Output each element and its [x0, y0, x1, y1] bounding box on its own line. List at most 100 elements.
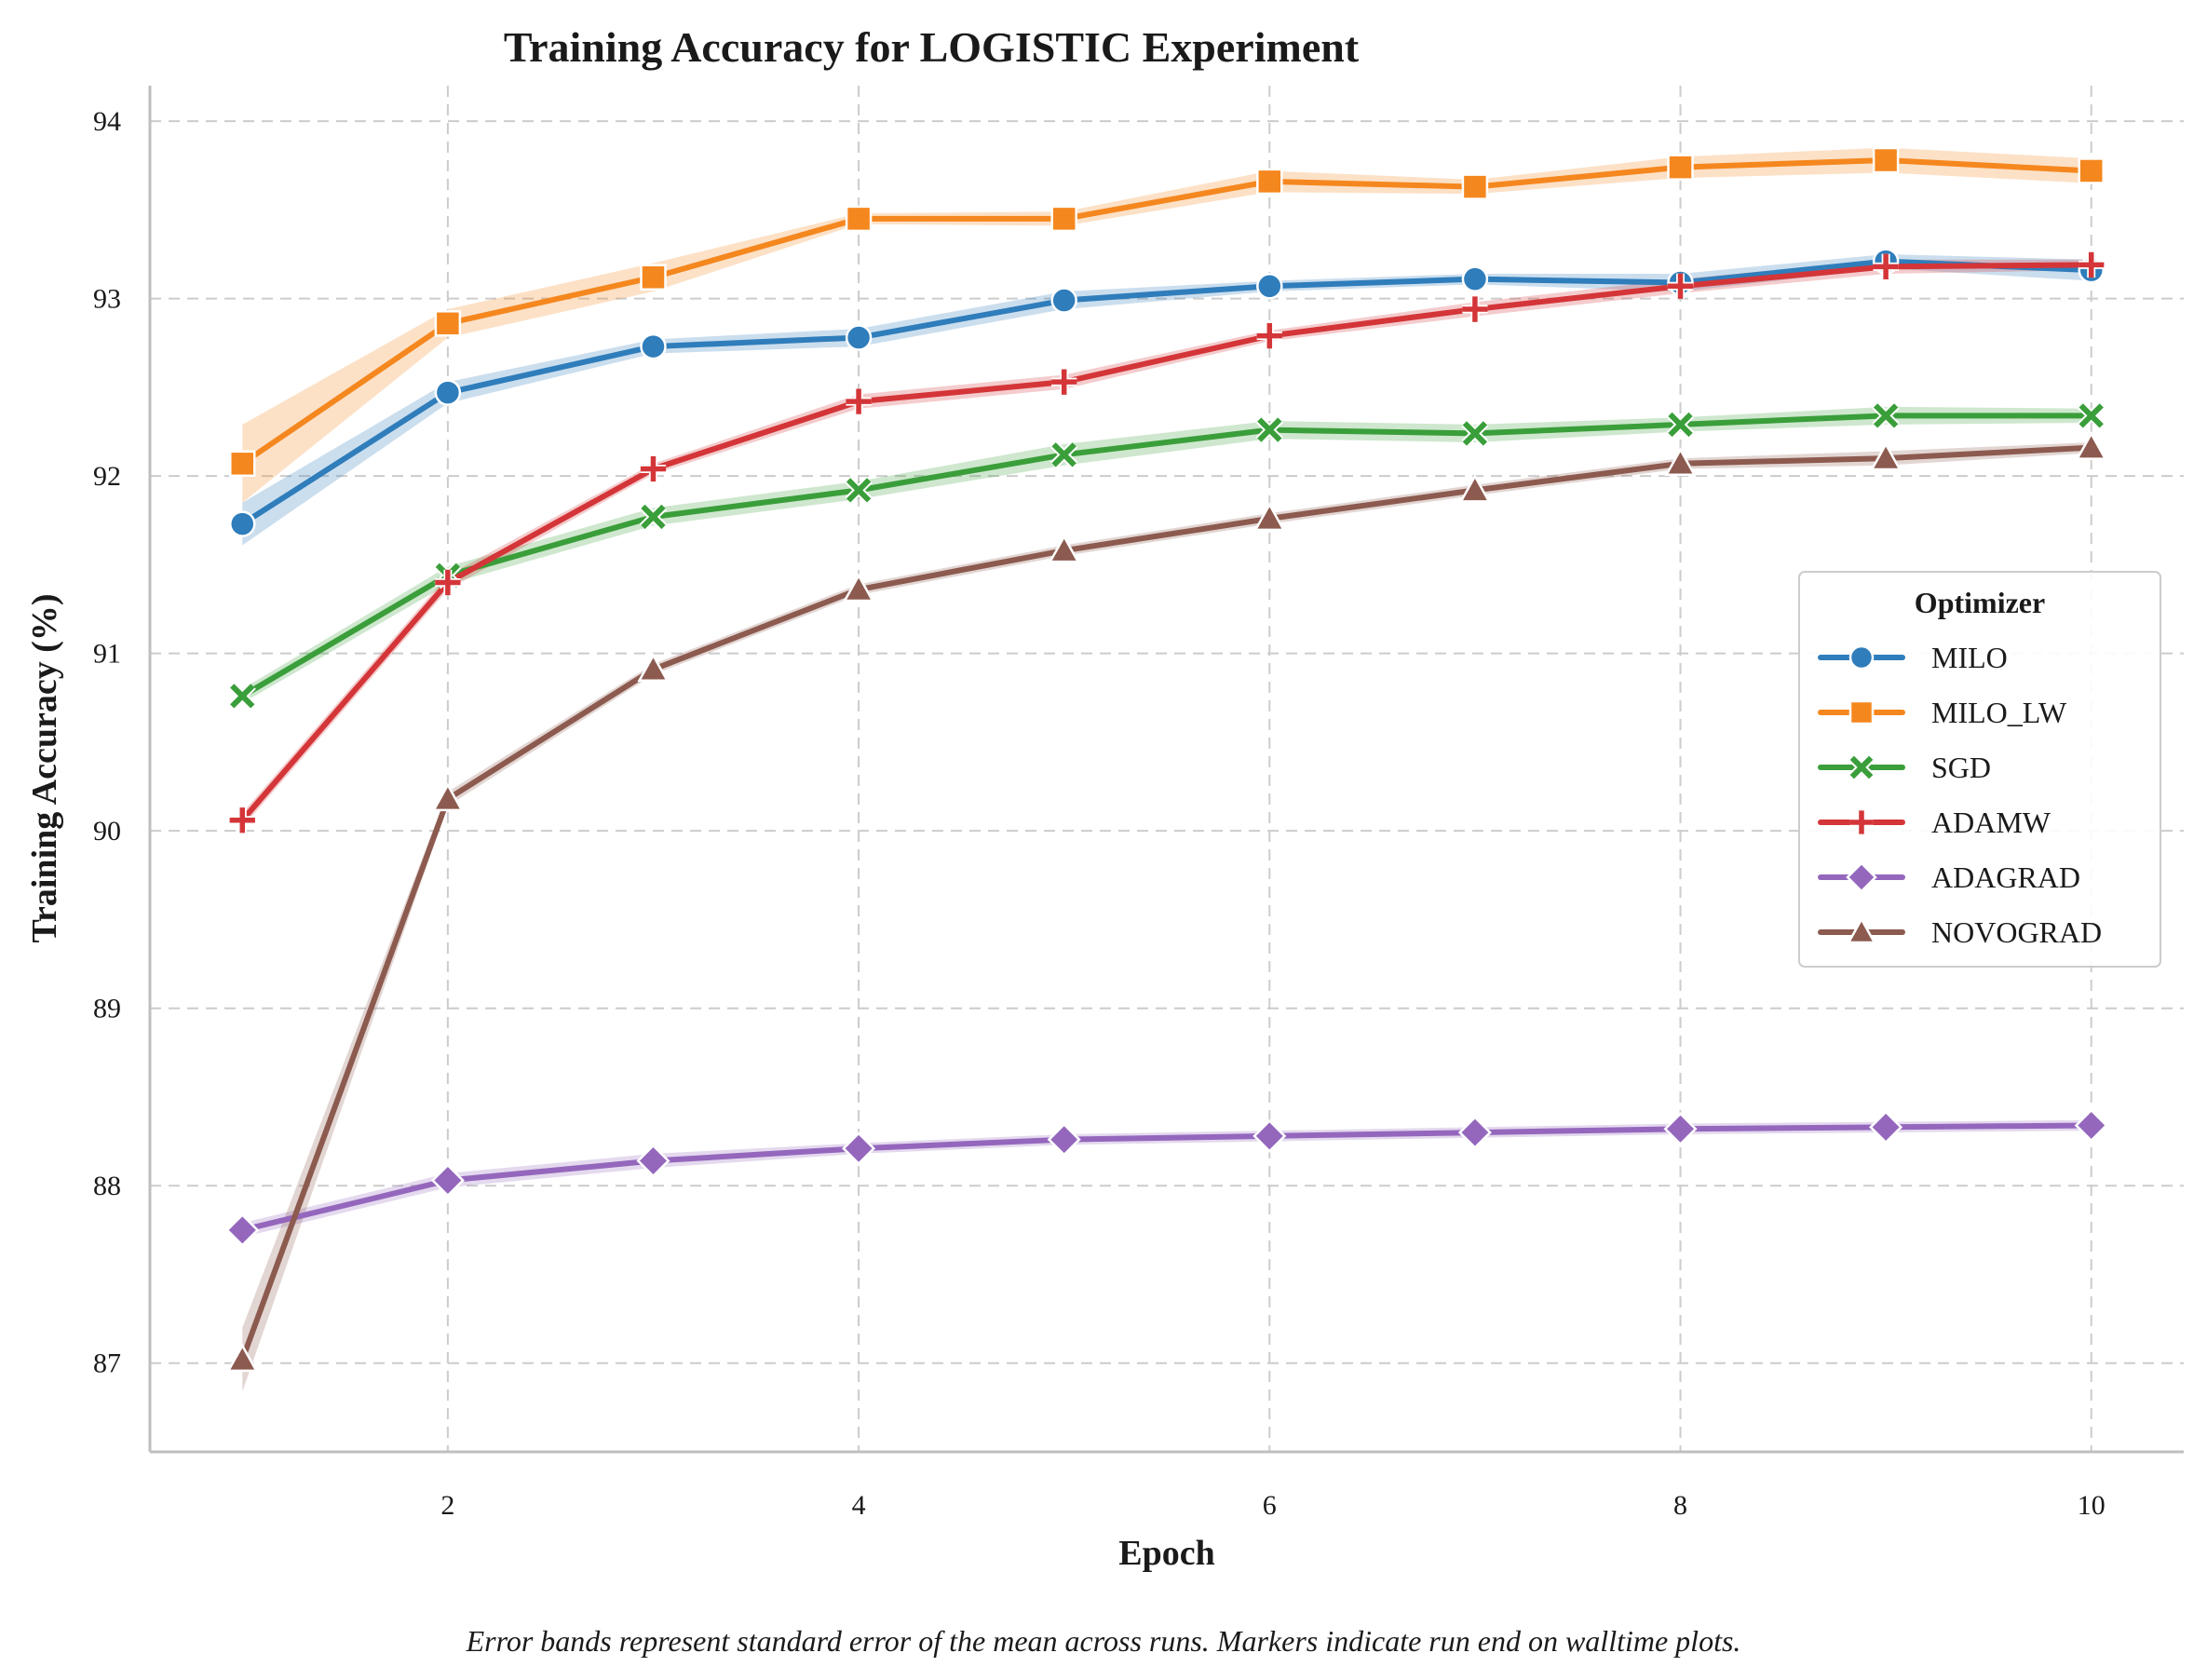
x-tick-label: 2: [440, 1490, 454, 1521]
y-tick-label: 92: [93, 461, 121, 492]
milo-point: [229, 510, 256, 537]
legend-label: NOVOGRAD: [1931, 915, 2102, 949]
y-tick-label: 87: [93, 1348, 121, 1379]
sgd-point: [1872, 401, 1900, 429]
novograd-point: [1253, 502, 1286, 532]
x-tick-label: 10: [2078, 1490, 2105, 1521]
adagrad-point: [1663, 1112, 1698, 1146]
error-bands: [242, 147, 2092, 1392]
legend-marker-swatch: [1846, 861, 1877, 893]
adamw-point: [1256, 322, 1282, 349]
milo-lw-point: [229, 450, 256, 478]
adagrad-point: [636, 1144, 670, 1178]
milo-point: [1461, 265, 1489, 292]
adamw-point: [1462, 296, 1488, 322]
milo-line: [239, 258, 2094, 527]
adagrad-point: [225, 1213, 260, 1247]
legend-marker-swatch: [1849, 810, 1874, 834]
milo-point: [434, 379, 462, 406]
y-tick-label: 94: [93, 106, 121, 137]
sgd-line: [239, 413, 2094, 699]
milo-lw-point: [1256, 168, 1283, 196]
adagrad-point: [1869, 1110, 1903, 1145]
adamw-point: [846, 388, 872, 414]
adagrad-point: [1047, 1122, 1081, 1157]
milo-lw-point: [1050, 205, 1077, 233]
sgd-point: [2078, 401, 2105, 429]
milo-lw-point: [640, 264, 667, 291]
tick-labels: 2 4 6 8 10 87 88 89 90 91 92 93 94: [93, 106, 2105, 1521]
legend-entry-novograd: NOVOGRAD: [1818, 915, 2102, 949]
novograd-point: [1870, 441, 1902, 471]
milo-lw-point: [1461, 173, 1489, 200]
legend-marker-swatch: [1848, 644, 1875, 671]
legend-label: ADAGRAD: [1931, 860, 2080, 894]
novograd-point: [843, 573, 875, 603]
x-tick-label: 8: [1673, 1490, 1687, 1521]
series-markers: [225, 146, 2108, 1373]
milo-lw-point: [434, 310, 462, 337]
milo-point: [1050, 287, 1077, 314]
x-tick-label: 6: [1263, 1490, 1277, 1521]
adagrad-point: [1457, 1116, 1492, 1150]
y-tick-label: 93: [93, 284, 121, 315]
milo-lw-line: [239, 157, 2094, 467]
sgd-point: [228, 682, 256, 710]
adamw-point: [1667, 273, 1694, 299]
adamw-line: [239, 262, 2094, 823]
y-tick-label: 91: [93, 639, 121, 670]
novograd-point: [1458, 473, 1491, 503]
x-axis-label: Epoch: [1118, 1534, 1214, 1573]
legend-box: [1798, 571, 2161, 968]
adamw-point: [640, 455, 667, 482]
legend-label: MILO_LW: [1931, 696, 2067, 729]
adamw-point: [1051, 369, 1077, 395]
milo-point: [640, 332, 667, 360]
legend-marker-swatch: [1847, 916, 1876, 944]
novograd-point: [431, 782, 464, 812]
adagrad-point: [2074, 1108, 2108, 1143]
legend-entry-milo: MILO: [1818, 641, 2008, 674]
sgd-point: [1050, 440, 1078, 468]
y-axis-label: Training Accuracy (%): [25, 593, 64, 942]
series-lines: [239, 157, 2094, 1362]
legend-label: ADAMW: [1931, 806, 2051, 839]
milo-point: [1256, 273, 1283, 300]
y-tick-label: 88: [93, 1171, 121, 1201]
novograd-point: [1048, 534, 1080, 563]
legend-entries: MILO MILO_LW SGD ADAMW ADAGRAD NOVOGRAD: [1818, 641, 2102, 949]
legend-entry-adagrad: ADAGRAD: [1818, 860, 2080, 894]
legend-marker-swatch: [1848, 754, 1875, 780]
legend-label: MILO: [1931, 641, 2008, 674]
sgd-point: [845, 476, 873, 504]
novograd-line: [239, 444, 2094, 1362]
legend-title: Optimizer: [1915, 586, 2045, 619]
milo-lw-point: [2078, 157, 2105, 184]
legend: Optimizer MILO MILO_LW SGD ADAMW ADAGRAD NOVO…: [1798, 571, 2161, 968]
novograd-point: [1664, 447, 1697, 477]
adamw-point: [229, 807, 255, 833]
legend-marker-swatch: [1848, 699, 1875, 725]
novograd-point: [637, 653, 670, 683]
legend-entry-milo-lw: MILO_LW: [1818, 696, 2067, 729]
chart-caption: Error bands represent standard error of …: [466, 1624, 1741, 1658]
legend-entry-adamw: ADAMW: [1818, 806, 2051, 839]
sgd-point: [1255, 416, 1283, 444]
sgd-point: [1461, 419, 1489, 448]
y-tick-label: 89: [93, 994, 121, 1024]
milo-point: [845, 324, 873, 351]
chart-title: Training Accuracy for LOGISTIC Experimen…: [504, 23, 1360, 71]
adagrad-point: [430, 1163, 465, 1198]
x-tick-label: 4: [852, 1490, 866, 1521]
sgd-point: [1666, 411, 1695, 439]
adagrad-line: [239, 1122, 2094, 1233]
adagrad-point: [1252, 1118, 1287, 1153]
legend-label: SGD: [1931, 751, 1991, 784]
legend-entry-sgd: SGD: [1818, 751, 1991, 784]
novograd-point: [2075, 431, 2107, 460]
adamw-point: [435, 569, 461, 596]
adamw-point: [1873, 253, 1899, 279]
novograd-point: [226, 1343, 259, 1373]
milo-lw-point: [1667, 154, 1694, 181]
